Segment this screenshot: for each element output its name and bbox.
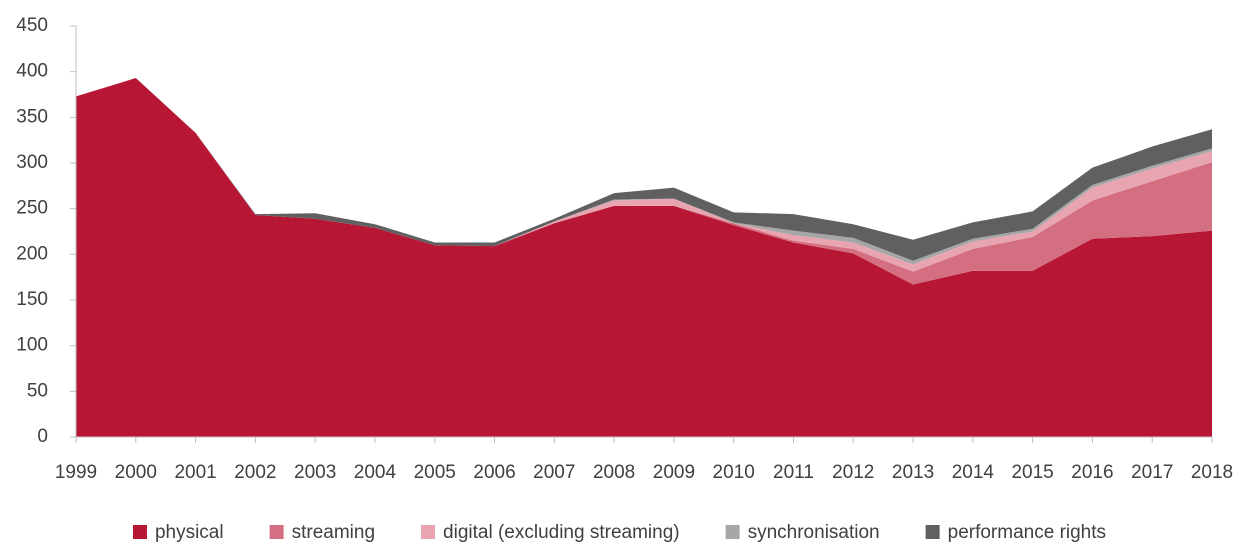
- x-tick-label: 2003: [294, 462, 336, 483]
- x-tick-label: 2014: [952, 462, 995, 483]
- legend-swatch: [925, 525, 940, 539]
- y-tick-label: 300: [16, 152, 48, 173]
- x-tick-label: 2004: [354, 462, 397, 483]
- x-tick-label: 2007: [533, 462, 575, 483]
- x-tick-label: 2005: [414, 462, 456, 483]
- legend-label: digital (excluding streaming): [443, 522, 680, 543]
- x-tick-label: 2018: [1191, 462, 1233, 483]
- x-tick-label: 2013: [892, 462, 934, 483]
- x-tick-label: 2012: [832, 462, 874, 483]
- y-tick-label: 400: [16, 61, 48, 82]
- x-tick-label: 2000: [115, 462, 157, 483]
- legend-label: physical: [155, 522, 224, 543]
- x-tick-label: 2011: [773, 462, 814, 483]
- area: [76, 78, 1212, 437]
- y-tick-label: 100: [16, 335, 48, 356]
- y-tick-label: 0: [37, 426, 48, 447]
- x-tick-label: 2002: [234, 462, 276, 483]
- legend-swatch: [421, 525, 436, 539]
- y-tick-label: 450: [16, 15, 48, 36]
- y-tick-label: 200: [16, 243, 48, 264]
- x-tick-label: 2009: [653, 462, 695, 483]
- legend-label: streaming: [292, 522, 375, 543]
- x-tick-label: 2006: [473, 462, 515, 483]
- legend-swatch: [725, 525, 740, 539]
- x-tick-label: 2010: [713, 462, 755, 483]
- legend-swatch: [269, 525, 284, 539]
- x-tick-label: 2008: [593, 462, 635, 483]
- legend-label: performance rights: [948, 522, 1106, 543]
- y-tick-label: 150: [16, 289, 48, 310]
- legend-swatch: [132, 525, 147, 539]
- x-tick-label: 2001: [174, 462, 216, 483]
- x-tick-label: 2017: [1131, 462, 1173, 483]
- y-tick-label: 50: [27, 380, 48, 401]
- x-tick-label: 1999: [55, 462, 97, 483]
- legend-label: synchronisation: [748, 522, 880, 543]
- x-tick-label: 2016: [1071, 462, 1113, 483]
- x-tick-label: 2015: [1011, 462, 1053, 483]
- y-tick-label: 350: [16, 106, 48, 127]
- y-tick-label: 250: [16, 198, 48, 219]
